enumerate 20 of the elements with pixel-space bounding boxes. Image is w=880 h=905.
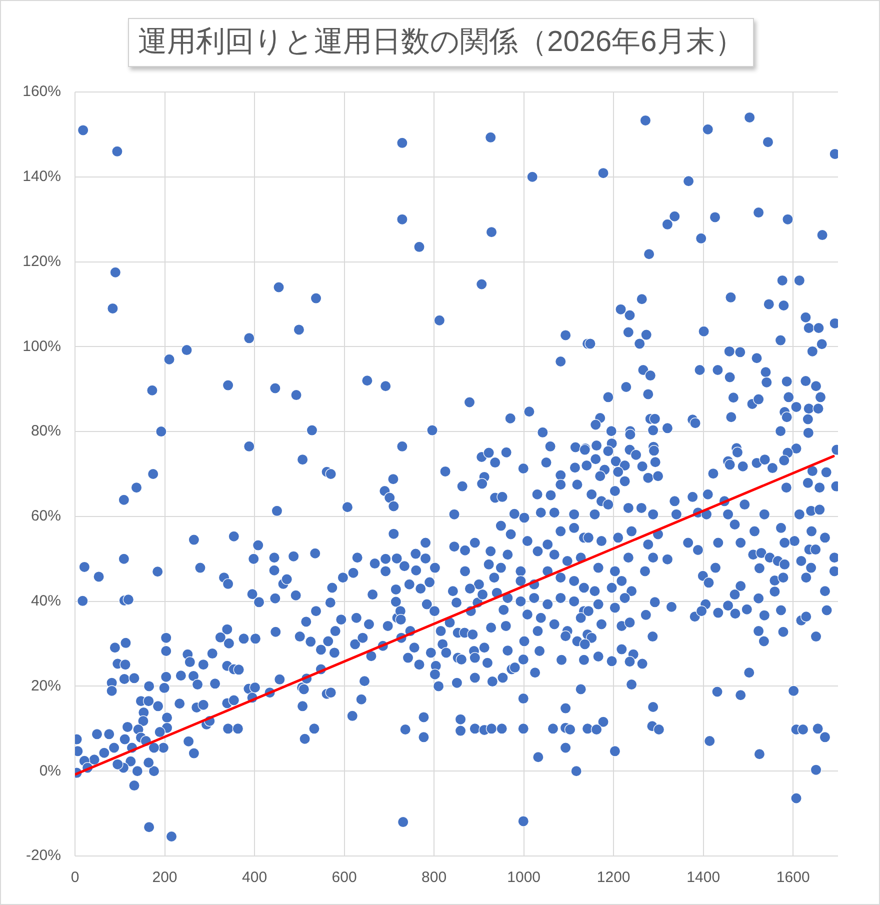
x-tick-label: 1200 [596, 869, 630, 886]
y-tick-label: 40% [30, 592, 61, 610]
x-tick-label: 600 [332, 869, 357, 886]
x-tick-label: 0 [70, 869, 80, 886]
y-tick-label: 120% [22, 252, 61, 270]
y-tick-label: 80% [30, 422, 61, 440]
y-tick-label: 100% [22, 338, 61, 355]
y-tick-label: 60% [30, 508, 61, 525]
x-tick-label: 1600 [776, 869, 810, 886]
y-tick-label: 140% [22, 168, 61, 186]
y-tick-label: 20% [30, 677, 61, 694]
y-tick-label: 160% [22, 83, 61, 100]
x-tick-label: 800 [422, 869, 447, 886]
y-tick-label: 0% [39, 762, 61, 780]
chart-title: 運用利回りと運用日数の関係（2026年6月末） [128, 18, 754, 67]
x-tick-label: 1400 [686, 869, 720, 886]
x-tick-label: 400 [242, 869, 268, 886]
x-tick-label: 200 [152, 869, 178, 886]
x-tick-label: 1000 [507, 869, 541, 886]
y-tick-label: -20% [26, 847, 61, 864]
